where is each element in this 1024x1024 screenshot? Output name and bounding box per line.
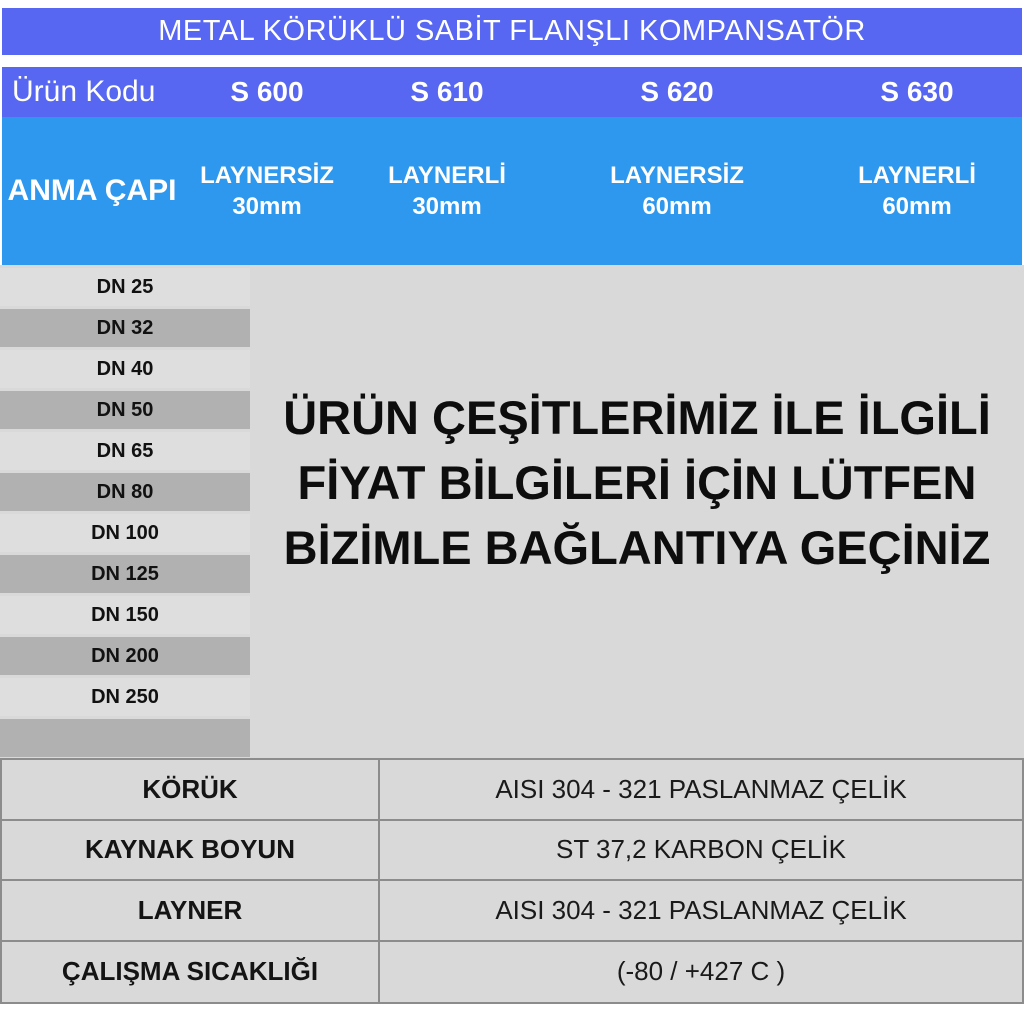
dn-size-list: DN 25 DN 32 DN 40 DN 50 DN 65 DN 80 DN 1… [0, 268, 250, 757]
dn-row-25: DN 25 [0, 268, 250, 306]
table-row-kaynak-boyun: KAYNAK BOYUN ST 37,2 KARBON ÇELİK [2, 820, 1022, 881]
dn-row-150: DN 150 [0, 596, 250, 634]
dn-row-40: DN 40 [0, 350, 250, 388]
product-code-row: Ürün Kodu S 600 S 610 S 620 S 630 [2, 67, 1022, 117]
contact-notice-line2: FİYAT BİLGİLERİ İÇİN LÜTFEN [297, 456, 977, 509]
table-row-calisma-sicakligi: ÇALIŞMA SICAKLIĞI (-80 / +427 C ) [2, 941, 1022, 1002]
liner-cell-s630: LAYNERLİ 60mm [812, 160, 1022, 222]
spec-value: AISI 304 - 321 PASLANMAZ ÇELİK [495, 773, 907, 804]
main-content-area: DN 25 DN 32 DN 40 DN 50 DN 65 DN 80 DN 1… [0, 265, 1024, 758]
dn-row-empty [0, 719, 250, 757]
dn-row-80: DN 80 [0, 473, 250, 511]
product-code-s630: S 630 [880, 76, 954, 107]
spec-value: AISI 304 - 321 PASLANMAZ ÇELİK [495, 894, 907, 925]
dn-row-65: DN 65 [0, 432, 250, 470]
page-title: METAL KÖRÜKLÜ SABİT FLANŞLI KOMPANSATÖR [2, 8, 1022, 55]
liner-cell-s600: LAYNERSİZ 30mm [182, 160, 352, 222]
contact-notice-line3: BİZİMLE BAĞLANTIYA GEÇİNİZ [283, 521, 991, 574]
product-code-label: Ürün Kodu [12, 75, 156, 108]
dn-row-32: DN 32 [0, 309, 250, 347]
spec-value: (-80 / +427 C ) [616, 956, 786, 987]
liner-type: LAYNERLİ [388, 162, 506, 189]
anma-capi-label: ANMA ÇAPI [7, 174, 177, 207]
liner-size: 30mm [412, 193, 482, 220]
dn-row-200: DN 200 [0, 637, 250, 675]
liner-size: 60mm [882, 193, 952, 220]
spec-label: LAYNER [2, 881, 380, 940]
liner-size: 60mm [642, 193, 712, 220]
liner-cell-s620: LAYNERSİZ 60mm [542, 160, 812, 222]
spec-value: ST 37,2 KARBON ÇELİK [556, 834, 846, 865]
dn-row-50: DN 50 [0, 391, 250, 429]
liner-type: LAYNERLİ [858, 162, 976, 189]
spec-label: KAYNAK BOYUN [2, 820, 380, 879]
liner-type: LAYNERSİZ [200, 162, 334, 189]
product-code-s600: S 600 [230, 76, 304, 107]
product-code-s610: S 610 [410, 76, 484, 107]
dn-row-250: DN 250 [0, 678, 250, 716]
nominal-diameter-row: ANMA ÇAPI LAYNERSİZ 30mm LAYNERLİ 30mm L… [2, 117, 1022, 265]
spec-label: ÇALIŞMA SICAKLIĞI [2, 941, 380, 1002]
dn-row-125: DN 125 [0, 555, 250, 593]
product-code-s620: S 620 [640, 76, 714, 107]
table-row-koruk: KÖRÜK AISI 304 - 321 PASLANMAZ ÇELİK [2, 760, 1022, 821]
spec-label: KÖRÜK [2, 760, 380, 819]
dn-row-100: DN 100 [0, 514, 250, 552]
liner-type: LAYNERSİZ [610, 162, 744, 189]
contact-notice: ÜRÜN ÇEŞİTLERİMİZ İLE İLGİLİ FİYAT BİLGİ… [250, 265, 1024, 758]
liner-cell-s610: LAYNERLİ 30mm [352, 160, 542, 222]
table-row-layner: LAYNER AISI 304 - 321 PASLANMAZ ÇELİK [2, 881, 1022, 942]
material-spec-table: KÖRÜK AISI 304 - 321 PASLANMAZ ÇELİK KAY… [0, 758, 1024, 1004]
contact-notice-line1: ÜRÜN ÇEŞİTLERİMİZ İLE İLGİLİ [283, 391, 991, 444]
liner-size: 30mm [232, 193, 302, 220]
